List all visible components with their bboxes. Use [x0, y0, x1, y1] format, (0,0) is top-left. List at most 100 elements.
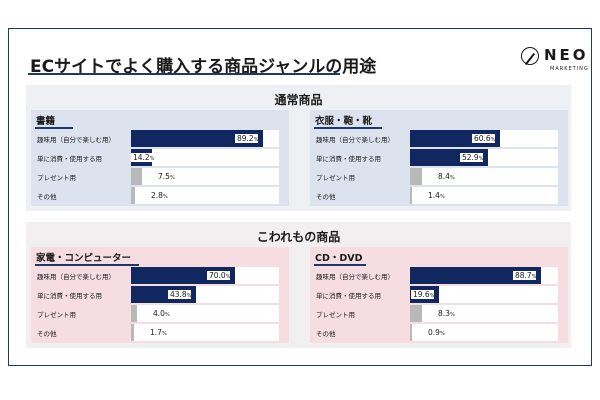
data-label: 88.7% — [513, 271, 537, 280]
data-label-unit: % — [478, 156, 484, 162]
data-label-value: 4.0 — [153, 309, 165, 318]
data-label-unit: % — [439, 331, 445, 337]
bar-row: 趣味用（自分で楽しむ用） 88.7% — [310, 267, 568, 285]
bar-row: その他 2.8% — [31, 187, 289, 205]
category-label: その他 — [37, 330, 57, 338]
data-label-unit: % — [439, 194, 445, 200]
data-label-value: 1.4 — [428, 191, 440, 200]
bar — [131, 168, 142, 185]
bar-row: 単に消費・使用する用 19.6% — [310, 286, 568, 304]
bar — [131, 130, 263, 147]
chart-panel: 家電・コンピューター 趣味用（自分で楽しむ用） 70.0% 単に消費・使用する用 43… — [31, 247, 289, 343]
bar-track: 52.9% — [410, 149, 558, 166]
chart-panel: CD・DVD 趣味用（自分で楽しむ用） 88.7% 単に消費・使用する用 19.6% プ… — [310, 247, 568, 343]
bar-track: 88.7% — [410, 267, 558, 284]
bar-row: 単に消費・使用する用 43.8% — [31, 286, 289, 304]
category-label: 趣味用（自分で楽しむ用） — [37, 136, 115, 144]
data-label: 70.0% — [207, 271, 231, 280]
data-label-value: 60.6 — [474, 134, 491, 143]
data-label: 0.9% — [426, 328, 445, 337]
data-label: 1.7% — [148, 328, 167, 337]
data-label-unit: % — [164, 312, 170, 318]
data-label-value: 19.6 — [413, 290, 430, 299]
data-label-unit: % — [162, 194, 168, 200]
bar-track: 8.4% — [410, 168, 558, 185]
section-title: こわれもの商品 — [256, 230, 341, 244]
data-label-unit: % — [531, 274, 537, 280]
data-label-unit: % — [186, 293, 192, 299]
bar — [131, 324, 134, 341]
chart-panel: 書籍 趣味用（自分で楽しむ用） 89.2% 単に消費・使用する用 14.2% プレゼント… — [31, 110, 289, 206]
bar-track: 7.5% — [131, 168, 279, 185]
data-label: 19.6% — [411, 290, 435, 299]
category-label: その他 — [316, 330, 336, 338]
panel-underline — [35, 264, 139, 266]
bar-track: 1.4% — [410, 187, 558, 204]
bar-track: 1.7% — [131, 324, 279, 341]
logo-name: NEO — [544, 46, 589, 64]
bar-track: 0.9% — [410, 324, 558, 341]
panel-underline — [314, 127, 382, 129]
data-label-unit: % — [490, 137, 496, 143]
bar-row: 単に消費・使用する用 52.9% — [310, 149, 568, 167]
data-label-value: 14.2 — [133, 153, 150, 162]
data-label-value: 52.9 — [462, 153, 479, 162]
panel-title: 衣服・鞄・靴 — [315, 116, 373, 127]
bar — [410, 267, 541, 284]
panel-title: 家電・コンピューター — [36, 253, 132, 264]
neo-marketing-logo: NEO MARKETING — [521, 45, 589, 77]
data-label-value: 8.3 — [438, 309, 450, 318]
bar-row: プレゼント用 8.3% — [310, 305, 568, 323]
bar — [410, 168, 422, 185]
bar — [410, 324, 412, 341]
bar-track: 4.0% — [131, 305, 279, 322]
category-label: その他 — [316, 193, 336, 201]
logo-subtitle: MARKETING — [550, 66, 589, 72]
data-label-unit: % — [161, 331, 167, 337]
category-label: 単に消費・使用する用 — [316, 155, 381, 163]
bar-track: 70.0% — [131, 267, 279, 284]
bar-row: その他 0.9% — [310, 324, 568, 342]
bar-track: 89.2% — [131, 130, 279, 147]
section-title: 通常商品 — [274, 93, 323, 107]
category-label: 趣味用（自分で楽しむ用） — [316, 273, 394, 281]
data-label: 7.5% — [156, 172, 175, 181]
bar-row: その他 1.7% — [31, 324, 289, 342]
data-label: 8.3% — [436, 309, 455, 318]
bar-row: プレゼント用 4.0% — [31, 305, 289, 323]
bar-row: 単に消費・使用する用 14.2% — [31, 149, 289, 167]
bar-row: 趣味用（自分で楽しむ用） 89.2% — [31, 130, 289, 148]
bar-track: 43.8% — [131, 286, 279, 303]
bar — [410, 305, 422, 322]
data-label-unit: % — [253, 137, 259, 143]
panel-title: 書籍 — [36, 116, 56, 127]
bar-row: 趣味用（自分で楽しむ用） 70.0% — [31, 267, 289, 285]
data-label-value: 8.4 — [438, 172, 450, 181]
category-label: プレゼント用 — [316, 311, 355, 319]
page-title: ECサイトでよく購入する商品ジャンルの用途 — [30, 57, 377, 77]
bar-track: 60.6% — [410, 130, 558, 147]
category-label: プレゼント用 — [37, 174, 76, 182]
category-label: プレゼント用 — [37, 311, 76, 319]
data-label: 8.4% — [436, 172, 455, 181]
panel-underline — [35, 127, 73, 129]
data-label: 89.2% — [235, 134, 259, 143]
category-label: 趣味用（自分で楽しむ用） — [37, 273, 115, 281]
data-label-value: 70.0 — [209, 271, 226, 280]
bar-track: 2.8% — [131, 187, 279, 204]
data-label-value: 2.8 — [151, 191, 163, 200]
section-fragile-goods: こわれもの商品 家電・コンピューター 趣味用（自分で楽しむ用） 70.0% 単に消費… — [26, 222, 571, 348]
category-label: 単に消費・使用する用 — [37, 155, 102, 163]
category-label: 単に消費・使用する用 — [37, 292, 102, 300]
category-label: 単に消費・使用する用 — [316, 292, 381, 300]
bar — [131, 305, 137, 322]
data-label-value: 7.5 — [158, 172, 170, 181]
bar-track: 14.2% — [131, 149, 279, 166]
data-label-unit: % — [449, 312, 455, 318]
data-label-value: 43.8 — [170, 290, 187, 299]
data-label-unit: % — [449, 175, 455, 181]
section-normal-goods: 通常商品 書籍 趣味用（自分で楽しむ用） 89.2% 単に消費・使用する用 14.2%… — [26, 85, 571, 211]
data-label-value: 1.7 — [150, 328, 162, 337]
data-label: 60.6% — [472, 134, 496, 143]
chart-panel: 衣服・鞄・靴 趣味用（自分で楽しむ用） 60.6% 単に消費・使用する用 52.9% プ… — [310, 110, 568, 206]
